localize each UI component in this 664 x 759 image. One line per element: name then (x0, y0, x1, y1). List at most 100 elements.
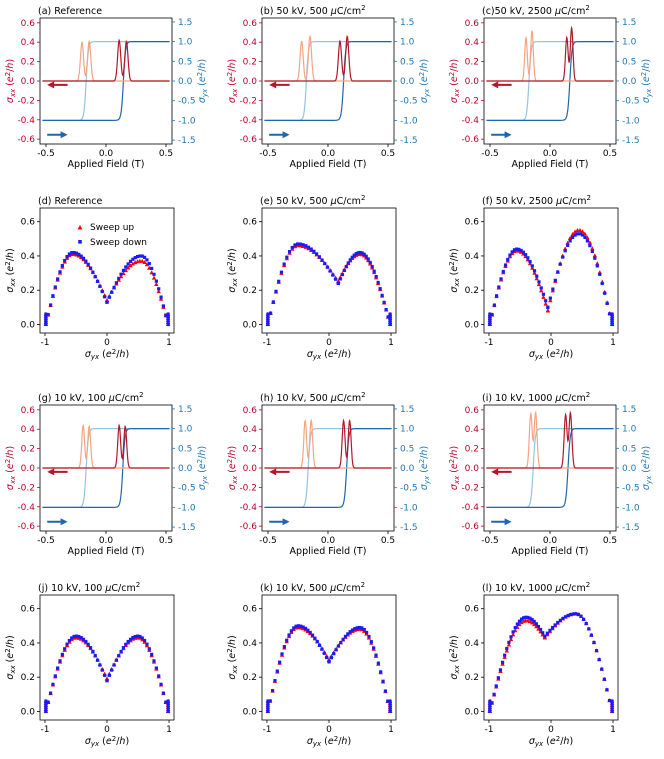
x-tick-label: 0.5 (381, 536, 395, 546)
y-right-tick-label: 1.5 (622, 405, 636, 415)
y-right-tick-label: -0.5 (622, 484, 640, 494)
y-tick-label: 0.4 (465, 639, 480, 649)
sweep-down-point (360, 626, 364, 630)
sweep-up-point (527, 619, 533, 624)
sweep-down-point (166, 318, 170, 322)
x-tick-label: -0.5 (259, 536, 277, 546)
sweep-down-point (282, 262, 286, 266)
y-right-tick-label: 1.0 (622, 425, 637, 435)
sweep-down-point (488, 701, 492, 705)
sweep-up-point (142, 259, 147, 264)
sweep-down-point (274, 289, 278, 293)
sweep-down-point (266, 709, 270, 714)
sweep-down-point (610, 312, 614, 316)
x-tick-label: 0.0 (99, 536, 114, 546)
sweep-down-point (530, 617, 534, 622)
sweep-up-point (587, 240, 593, 245)
sweep-down-point (44, 707, 48, 711)
sweep-up-point (590, 246, 595, 251)
sweep-down-point (508, 253, 512, 257)
sweep-down-point (86, 262, 90, 266)
sweep-down-point (494, 294, 499, 298)
sweep-down-point (497, 285, 501, 289)
sweep-up-point (519, 620, 524, 625)
y-right-tick-label: -0.5 (178, 97, 196, 107)
plot-frame (39, 594, 175, 721)
chart-panel-b: -0.5 0.0 0.5 -0.6 -0.4 -0.2 0.0 0.2 0.4 0.6 -1.5 -1… (226, 4, 431, 170)
sweep-down-point (328, 269, 332, 273)
sweep-down-point (157, 287, 161, 291)
sweep-down-point (308, 630, 312, 635)
sweep-down-point (342, 268, 346, 273)
sweep-up-point (158, 296, 164, 301)
sweep-down-point (362, 252, 366, 256)
sweep-down-point (494, 684, 498, 688)
y-axis-label: σxx (e2/h) (4, 248, 17, 292)
sweep-down-point (370, 264, 374, 269)
sweep-down-point (44, 709, 48, 714)
x-tick-label: -1 (262, 338, 271, 348)
x-tick-label: 0 (548, 725, 554, 735)
y-left-tick-label: 0.2 (465, 445, 479, 455)
sweep-down-point (535, 274, 539, 278)
sweep-down-point (110, 290, 114, 294)
x-axis-label: Applied Field (T) (290, 159, 367, 170)
y-left-tick-label: -0.2 (17, 96, 35, 106)
sweep-down-point (570, 235, 575, 240)
sweep-down-point (329, 656, 333, 660)
sweep-down-point (304, 244, 308, 248)
y-left-tick-label: 0.2 (243, 445, 257, 455)
panel-title: (j) 10 kV, 100 μC/cm2 (38, 581, 140, 594)
sweep-down-point (388, 701, 392, 705)
sweep-down-point (53, 285, 57, 289)
y-tick-label: 0.0 (21, 707, 36, 717)
sweep-down-point (44, 316, 48, 320)
panel-title: (c)50 kV, 2500 μC/cm2 (482, 4, 590, 17)
sweep-down-point (582, 617, 586, 621)
sweep-down-point (306, 628, 310, 632)
y-tick-label: 0.4 (465, 252, 480, 262)
y-left-tick-label: 0.6 (465, 19, 480, 29)
sweep-down-point (488, 703, 492, 707)
sweep-down-point (355, 626, 359, 630)
sxx-sweep-up-line (486, 25, 614, 82)
sweep-up-point (156, 289, 161, 294)
x-axis-label: σyx (e2/h) (529, 735, 573, 748)
sweep-up-point (565, 240, 570, 245)
sweep-up-point (536, 282, 542, 287)
sweep-down-point (289, 629, 293, 633)
sweep-down-point (364, 254, 368, 258)
y-right-tick-label: 0.5 (178, 57, 192, 67)
x-tick-label: -1 (484, 338, 493, 348)
sweep-down-point (299, 624, 303, 628)
sweep-down-point (48, 691, 53, 695)
sweep-down-point (344, 264, 348, 269)
sweep-down-point (266, 699, 270, 703)
sweep-down-point (309, 247, 313, 251)
x-tick-label: -1 (484, 725, 493, 735)
legend-sweep-down-marker (78, 240, 82, 244)
sweep-down-point (563, 615, 568, 619)
sweep-down-point (537, 280, 541, 284)
sweep-down-point (166, 322, 170, 327)
sweep-down-point (271, 300, 275, 304)
sweep-down-point (117, 276, 121, 280)
y-right-tick-label: 0.0 (178, 464, 193, 474)
sweep-down-point (526, 615, 530, 620)
sweep-down-point (301, 243, 305, 247)
sweep-down-point (492, 692, 496, 696)
sweep-down-point (70, 251, 74, 255)
sweep-down-point (280, 652, 284, 656)
sweep-down-point (500, 660, 505, 664)
sweep-down-point (365, 630, 369, 635)
y-tick-label: 0.6 (243, 218, 258, 228)
sweep-down-point (278, 660, 282, 664)
sweep-down-point (56, 277, 60, 281)
panel-title: (l) 10 kV, 1000 μC/cm2 (482, 581, 590, 594)
sweep-down-point (522, 616, 526, 620)
sweep-down-point (350, 628, 355, 632)
x-tick-label: 1 (166, 338, 172, 348)
sweep-down-point (325, 655, 329, 660)
sweep-down-point (532, 619, 536, 624)
sweep-down-point (503, 653, 507, 657)
